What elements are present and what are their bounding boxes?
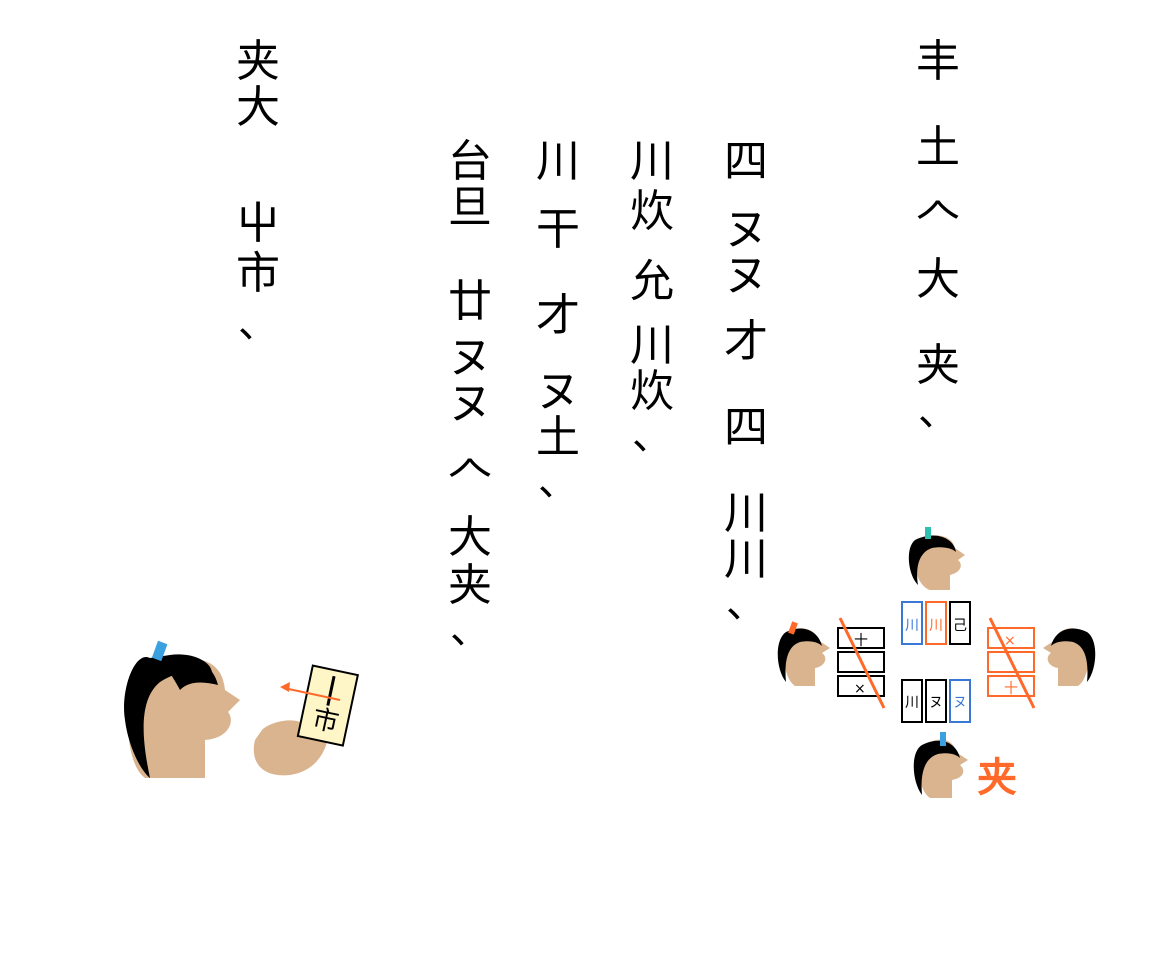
glyph: 四 [724, 402, 768, 453]
glyph: 才 [536, 290, 580, 341]
text-column-4: 川 干 才 ヌ 土 、 [528, 140, 588, 966]
glyph: 夹 [916, 340, 960, 391]
top-card-3: 己 [953, 618, 967, 634]
text-column-6: 夹 大 屮 市 、 [228, 40, 288, 866]
glyph: 丰 [916, 36, 960, 87]
glyph: ヌ [724, 250, 768, 301]
bottom-card-2: ヌ [929, 695, 943, 711]
glyph: 才 [724, 316, 768, 367]
glyph: 四 [724, 136, 768, 187]
top-row-cards [901, 601, 971, 645]
glyph: 炊 [630, 186, 674, 237]
bottom-card-3: ヌ [953, 695, 967, 711]
glyph: 土 [916, 122, 960, 173]
comma: 、 [450, 607, 490, 653]
comma: 、 [918, 389, 958, 435]
bottom-row-cards [901, 679, 971, 723]
glyph: 允 [630, 256, 674, 307]
glyph: 廿 [448, 276, 492, 327]
held-card-symbol: 市 [310, 704, 342, 739]
text-column-1: 丰 土 𠆢 大 夹 、 [908, 40, 968, 866]
glyph: 夹 [236, 36, 280, 87]
glyph: ヌ [448, 378, 492, 429]
text-column-2: 四 ヌ ヌ 才 四 川 川 、 [716, 140, 776, 966]
glyph: 炊 [630, 366, 674, 417]
top-player [908, 527, 965, 590]
glyph: 大 [916, 254, 960, 305]
glyph: 夹 [448, 560, 492, 611]
glyph: 𠆢 [448, 446, 492, 497]
top-card-2: 川 [929, 618, 943, 634]
right-card-1: × [1004, 633, 1016, 649]
left-player [777, 621, 830, 686]
glyph: 川 [630, 136, 674, 187]
glyph: 干 [536, 204, 580, 255]
glyph: 土 [536, 412, 580, 463]
top-card-1: 川 [905, 618, 919, 634]
glyph: 川 [724, 534, 768, 585]
comma: 、 [726, 581, 766, 627]
glyph: 旦 [448, 182, 492, 233]
left-card-stack [837, 617, 886, 709]
glyph: 台 [448, 136, 492, 187]
comma: 、 [632, 413, 672, 459]
comma: 、 [238, 301, 278, 347]
glyph: 大 [448, 512, 492, 563]
arrow-icon [280, 682, 341, 701]
glyph: 川 [536, 136, 580, 187]
glyph: 大 [236, 82, 280, 133]
glyph: 川 [630, 320, 674, 371]
glyph: ヌ [448, 332, 492, 383]
bottom-player [913, 732, 968, 798]
glyph: 𠆢 [916, 188, 960, 239]
glyph: 川 [724, 488, 768, 539]
right-card-stack [987, 617, 1036, 709]
bottom-card-1: 川 [905, 695, 919, 711]
text-column-5: 台 旦 廿 ヌ ヌ 𠆢 大 夹 、 [440, 140, 500, 966]
comma: 、 [538, 459, 578, 505]
right-card-3: 十 [1004, 681, 1018, 697]
glyph: 屮 [236, 198, 280, 249]
right-player [1043, 628, 1096, 686]
text-column-3: 川 炊 允 川 炊 、 [622, 140, 682, 966]
player-head-large [124, 640, 240, 778]
result-glyph: 夹 [977, 755, 1017, 801]
glyph: ヌ [536, 366, 580, 417]
left-card-1: 十 [854, 633, 868, 649]
held-card [296, 664, 360, 747]
left-card-3: × [854, 681, 866, 697]
glyph: ヌ [724, 204, 768, 255]
glyph: 市 [236, 248, 280, 299]
person-holding-card-illustration: 市 川 川 己 川 ヌ ヌ [124, 527, 1096, 798]
